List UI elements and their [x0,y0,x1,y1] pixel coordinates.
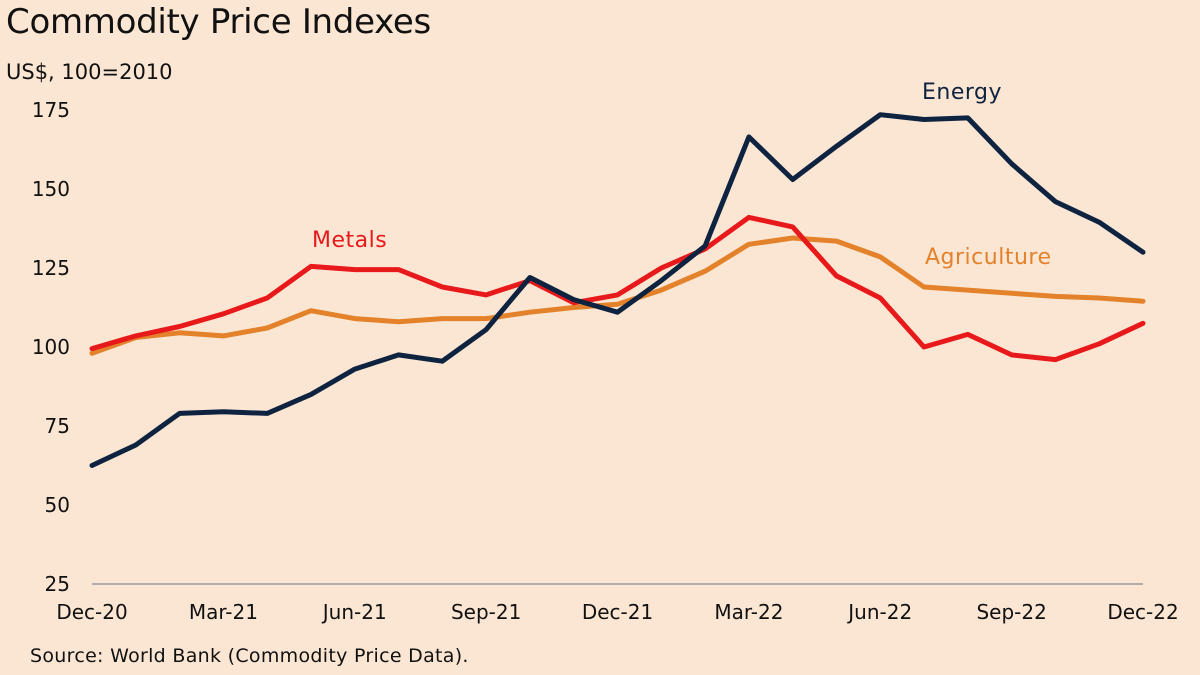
series-label-metals: Metals [312,228,387,253]
y-tick-label: 175 [32,98,70,122]
series-labels: Energy Metals Agriculture [312,80,1052,270]
y-tick-label: 125 [32,256,70,280]
x-tick-label: Dec-20 [56,600,127,624]
y-tick-label: 100 [32,335,70,359]
x-tick-label: Dec-22 [1107,600,1178,624]
source-note: Source: World Bank (Commodity Price Data… [30,645,469,667]
series-line-agriculture [89,235,1146,356]
series-line-metals [89,214,1146,363]
x-tick-label: Sep-21 [451,600,521,624]
series-label-agriculture: Agriculture [925,245,1052,270]
chart-subtitle: US$, 100=2010 [6,60,173,84]
x-axis: Dec-20 Mar-21 Jun-21 Sep-21 Dec-21 Mar-22 Jun-… [56,600,1178,624]
y-tick-label: 25 [45,572,70,596]
series-label-energy: Energy [922,80,1002,105]
x-tick-label: Dec-21 [582,600,653,624]
series-line-energy [89,112,1146,468]
y-tick-label: 150 [32,177,70,201]
x-tick-label: Sep-22 [976,600,1046,624]
x-tick-label: Jun-22 [846,600,912,624]
y-tick-label: 50 [45,493,70,517]
x-tick-label: Mar-21 [189,600,258,624]
series-lines [89,112,1146,468]
x-tick-label: Mar-22 [714,600,783,624]
y-axis: 25 50 75 100 125 150 175 [32,98,70,596]
x-tick-label: Jun-21 [321,600,387,624]
chart-title: Commodity Price Indexes [6,2,431,42]
y-tick-label: 75 [45,414,70,438]
